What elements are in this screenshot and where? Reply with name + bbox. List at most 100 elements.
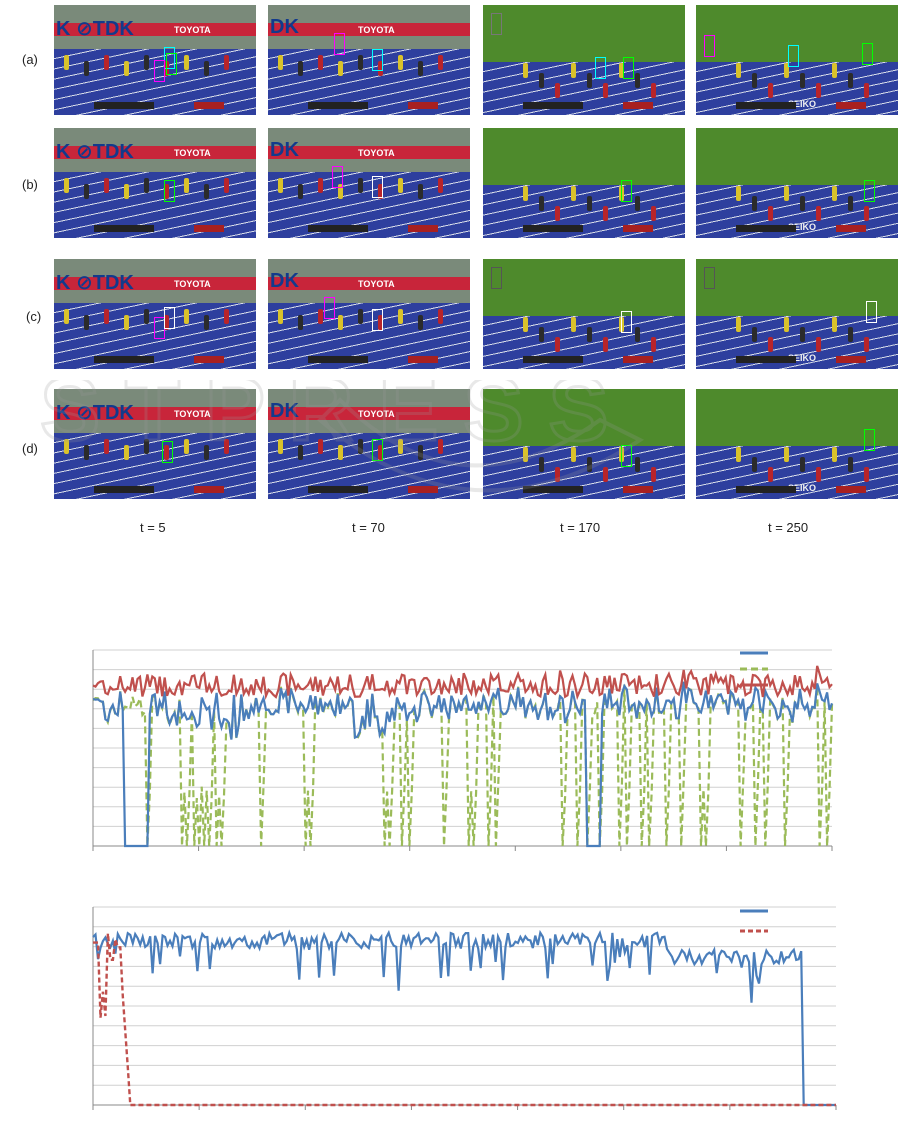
athlete	[338, 445, 343, 460]
athlete	[204, 184, 209, 199]
athlete	[204, 445, 209, 460]
athlete	[555, 83, 560, 98]
athlete	[144, 309, 149, 324]
athlete	[816, 467, 821, 482]
athlete	[800, 457, 805, 472]
tracking-box	[154, 60, 165, 82]
video-frame	[483, 5, 685, 115]
scoreboard-time	[408, 102, 438, 109]
time-label-5: t = 5	[140, 520, 166, 535]
ad-banner	[54, 276, 256, 290]
infield-grass	[696, 128, 898, 189]
athlete	[204, 315, 209, 330]
seiko-logo: SEIKO	[788, 99, 817, 109]
series-blue	[92, 681, 834, 848]
athlete	[784, 186, 789, 201]
athlete	[784, 317, 789, 332]
tracking-box	[704, 35, 715, 57]
athlete	[124, 61, 129, 76]
athlete	[184, 309, 189, 324]
video-frame: SEIKO	[696, 5, 898, 115]
athlete	[800, 327, 805, 342]
tracking-box	[623, 57, 634, 79]
athlete	[84, 61, 89, 76]
tracking-box	[164, 180, 175, 202]
toyota-logo: TOYOTA	[358, 24, 395, 35]
scoreboard-time	[623, 356, 653, 363]
scoreboard-strip	[308, 356, 368, 363]
video-frame: SEIKO	[696, 128, 898, 238]
series-red-dashed	[93, 933, 836, 1107]
athlete	[104, 55, 109, 70]
athlete	[398, 178, 403, 193]
athlete	[816, 83, 821, 98]
athlete	[832, 447, 837, 462]
tracking-box	[334, 33, 345, 55]
scoreboard-strip	[94, 486, 154, 493]
athlete	[278, 55, 283, 70]
athlete	[64, 439, 69, 454]
infield-grass	[483, 389, 685, 450]
athlete	[864, 83, 869, 98]
athlete	[64, 55, 69, 70]
scoreboard-time	[623, 102, 653, 109]
athlete	[438, 55, 443, 70]
athlete	[651, 83, 656, 98]
time-label-250: t = 250	[768, 520, 809, 535]
tracking-box	[332, 166, 343, 188]
athlete	[398, 439, 403, 454]
athlete	[358, 309, 363, 324]
athlete	[848, 73, 853, 88]
athlete	[635, 73, 640, 88]
tracking-box	[788, 45, 799, 67]
scoreboard-time	[408, 356, 438, 363]
athlete	[144, 178, 149, 193]
athlete	[398, 309, 403, 324]
ad-banner	[268, 145, 470, 159]
scoreboard-strip	[308, 102, 368, 109]
infield-grass	[483, 128, 685, 189]
athlete	[378, 184, 383, 199]
athlete	[651, 337, 656, 352]
athlete	[378, 445, 383, 460]
tracking-box	[862, 43, 873, 65]
athlete	[768, 206, 773, 221]
tracking-box	[595, 57, 606, 79]
athlete	[864, 337, 869, 352]
scoreboard-strip	[736, 356, 796, 363]
athlete	[64, 178, 69, 193]
tdk-logo: DK	[270, 16, 299, 38]
tracking-box	[864, 180, 875, 202]
seiko-logo: SEIKO	[788, 222, 817, 232]
video-frame: K ⊘TDK TOYOTA	[54, 128, 256, 238]
athlete	[338, 61, 343, 76]
athlete	[571, 186, 576, 201]
athlete	[418, 184, 423, 199]
scoreboard-time	[194, 225, 224, 232]
series-red	[92, 665, 833, 701]
athlete	[84, 184, 89, 199]
athlete	[523, 186, 528, 201]
athlete	[752, 327, 757, 342]
athlete	[124, 445, 129, 460]
athlete	[571, 447, 576, 462]
athlete	[184, 55, 189, 70]
toyota-logo: TOYOTA	[174, 147, 211, 158]
athlete	[124, 315, 129, 330]
video-frame: DK TOYOTA	[268, 259, 470, 369]
athlete	[539, 457, 544, 472]
scoreboard-time	[194, 102, 224, 109]
athlete	[603, 337, 608, 352]
row-label-d: (d)	[22, 441, 38, 456]
scoreboard-strip	[523, 225, 583, 232]
infield-grass	[483, 259, 685, 320]
athlete	[224, 309, 229, 324]
athlete	[298, 61, 303, 76]
athlete	[768, 337, 773, 352]
athlete	[752, 457, 757, 472]
athlete	[318, 55, 323, 70]
scoreboard-time	[408, 486, 438, 493]
athlete	[571, 317, 576, 332]
athlete	[418, 445, 423, 460]
toyota-logo: TOYOTA	[358, 408, 395, 419]
